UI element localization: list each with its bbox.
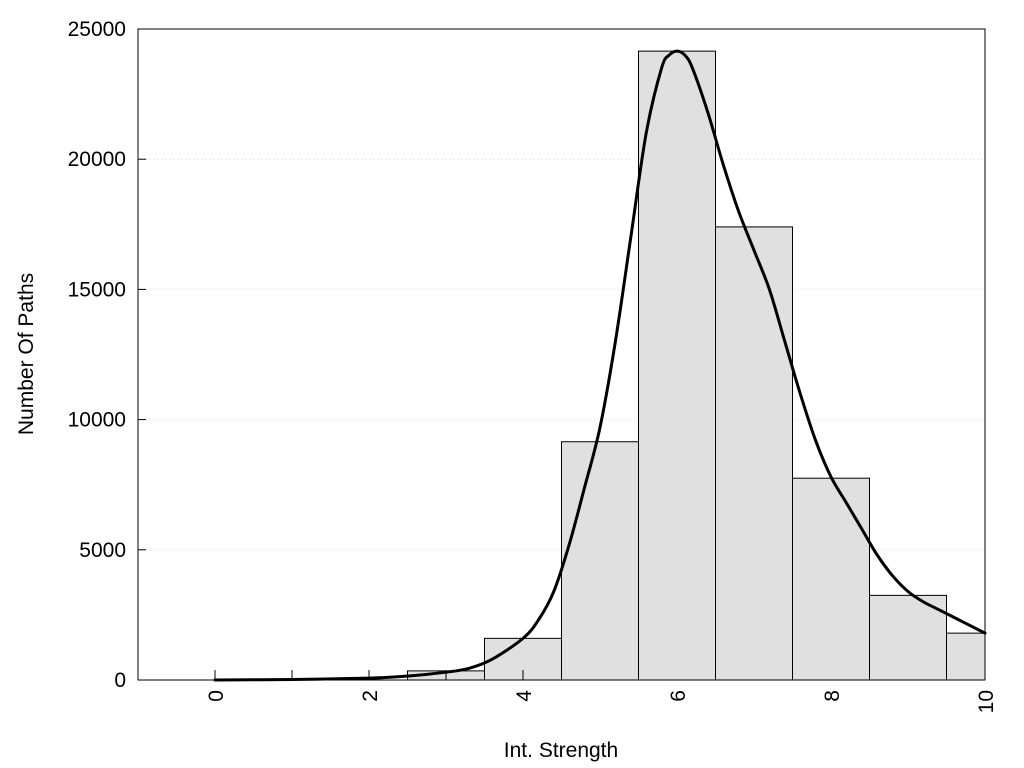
x-tick-label-4: 4 (513, 690, 536, 702)
histogram-bar-7 (946, 632, 986, 681)
bars-layer (407, 50, 986, 681)
y-tick-label-25000: 25000 (68, 18, 126, 41)
plot-frame (137, 28, 986, 681)
histogram-bar-2 (561, 441, 639, 681)
y-tick-label-5000: 5000 (79, 539, 126, 562)
density-curve-layer (213, 49, 987, 682)
x-tick-label-0: 0 (205, 690, 228, 702)
x-axis-title: Int. Strength (504, 739, 618, 762)
x-tick-label-8: 8 (821, 690, 844, 702)
histogram-bar-4 (715, 226, 793, 681)
histogram-bar-5 (792, 477, 870, 681)
y-tick-label-0: 0 (114, 669, 126, 692)
tick-labels-layer: 0 5000 10000 15000 20000 25000 0 2 4 6 8 10 (68, 18, 998, 713)
density-curve-line (213, 49, 987, 682)
y-tick-label-15000: 15000 (68, 278, 126, 301)
x-tick-label-10: 10 (975, 690, 998, 713)
ticks-layer (138, 28, 524, 681)
y-tick-label-20000: 20000 (68, 148, 126, 171)
histogram-bar-3 (638, 50, 716, 681)
y-axis-title: Number Of Paths (15, 273, 38, 435)
x-tick-label-2: 2 (359, 690, 382, 702)
y-tick-label-10000: 10000 (68, 409, 126, 432)
x-tick-label-6: 6 (667, 690, 690, 702)
